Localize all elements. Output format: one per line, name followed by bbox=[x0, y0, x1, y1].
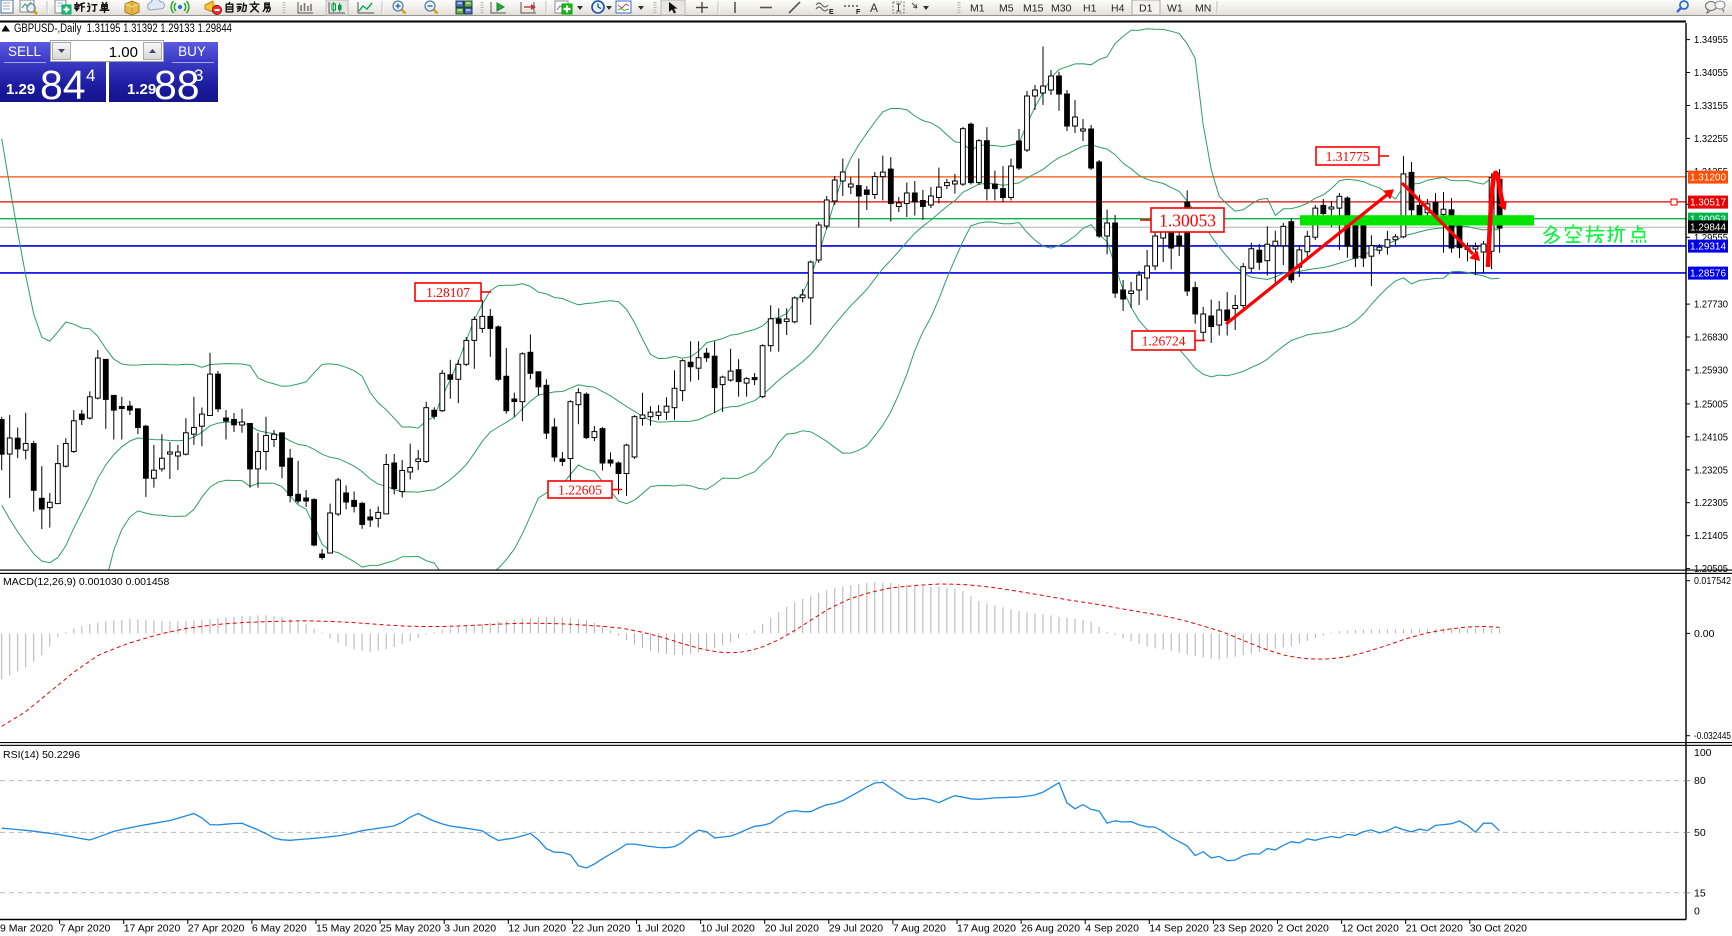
svg-text:M30: M30 bbox=[1051, 3, 1072, 15]
svg-text:MN: MN bbox=[1195, 3, 1211, 15]
svg-text:1.29314: 1.29314 bbox=[1690, 241, 1726, 253]
svg-text:D1: D1 bbox=[1139, 3, 1153, 15]
svg-text:0.017542: 0.017542 bbox=[1694, 575, 1731, 587]
svg-text:1.23205: 1.23205 bbox=[1694, 464, 1728, 476]
svg-text:1.30053: 1.30053 bbox=[1159, 210, 1216, 230]
svg-text:50: 50 bbox=[1694, 827, 1706, 839]
svg-text:GBPUSD-,Daily 1.31195 1.31392: GBPUSD-,Daily 1.31195 1.31392 1.29133 1.… bbox=[14, 23, 232, 35]
svg-text:4 Sep 2020: 4 Sep 2020 bbox=[1085, 923, 1139, 935]
svg-text:0: 0 bbox=[1694, 905, 1700, 917]
svg-text:1.26724: 1.26724 bbox=[1142, 333, 1186, 348]
svg-text:1.26830: 1.26830 bbox=[1694, 332, 1728, 344]
svg-text:M1: M1 bbox=[970, 3, 985, 15]
svg-text:1.29844: 1.29844 bbox=[1690, 222, 1726, 234]
svg-text:E: E bbox=[829, 9, 834, 16]
svg-text:1 Jul 2020: 1 Jul 2020 bbox=[637, 923, 686, 935]
svg-text:7 Aug 2020: 7 Aug 2020 bbox=[893, 923, 946, 935]
svg-text:21 Oct 2020: 21 Oct 2020 bbox=[1406, 923, 1463, 935]
svg-text:23 Sep 2020: 23 Sep 2020 bbox=[1213, 923, 1273, 935]
svg-text:F: F bbox=[856, 9, 861, 16]
svg-text:9 Mar 2020: 9 Mar 2020 bbox=[0, 923, 53, 935]
svg-text:M5: M5 bbox=[999, 3, 1014, 15]
svg-text:1.27730: 1.27730 bbox=[1694, 299, 1728, 311]
svg-text:1.30517: 1.30517 bbox=[1690, 197, 1726, 209]
svg-text:H1: H1 bbox=[1083, 3, 1097, 15]
svg-text:22 Jun 2020: 22 Jun 2020 bbox=[572, 923, 630, 935]
svg-text:M15: M15 bbox=[1023, 3, 1044, 15]
svg-text:26 Aug 2020: 26 Aug 2020 bbox=[1021, 923, 1080, 935]
svg-text:6 May 2020: 6 May 2020 bbox=[252, 923, 307, 935]
svg-text:1.31200: 1.31200 bbox=[1690, 172, 1726, 184]
svg-text:1.33155: 1.33155 bbox=[1694, 100, 1728, 112]
svg-text:1.22605: 1.22605 bbox=[558, 482, 602, 497]
svg-text:30 Oct 2020: 30 Oct 2020 bbox=[1470, 923, 1527, 935]
svg-text:1.28576: 1.28576 bbox=[1690, 268, 1726, 280]
svg-text:20 Jul 2020: 20 Jul 2020 bbox=[765, 923, 819, 935]
svg-text:10 Jul 2020: 10 Jul 2020 bbox=[701, 923, 755, 935]
svg-text:1.28107: 1.28107 bbox=[426, 285, 470, 300]
svg-text:15: 15 bbox=[1694, 887, 1706, 899]
svg-text:80: 80 bbox=[1694, 775, 1706, 787]
svg-text:2 Oct 2020: 2 Oct 2020 bbox=[1278, 923, 1330, 935]
svg-text:1.31775: 1.31775 bbox=[1326, 149, 1370, 164]
svg-text:1.32255: 1.32255 bbox=[1694, 133, 1728, 145]
svg-text:3 Jun 2020: 3 Jun 2020 bbox=[444, 923, 496, 935]
svg-text:1.34955: 1.34955 bbox=[1694, 34, 1728, 46]
svg-text:12 Oct 2020: 12 Oct 2020 bbox=[1342, 923, 1399, 935]
svg-text:A: A bbox=[870, 1, 878, 15]
svg-text:1.24105: 1.24105 bbox=[1694, 431, 1728, 443]
svg-text:1.22305: 1.22305 bbox=[1694, 497, 1728, 509]
svg-text:7 Apr 2020: 7 Apr 2020 bbox=[60, 923, 111, 935]
svg-text:17 Apr 2020: 17 Apr 2020 bbox=[124, 923, 181, 935]
svg-text:0.00: 0.00 bbox=[1694, 628, 1715, 640]
svg-text:MACD(12,26,9) 0.001030 0.00145: MACD(12,26,9) 0.001030 0.001458 bbox=[3, 576, 170, 588]
svg-text:RSI(14) 50.2296: RSI(14) 50.2296 bbox=[3, 749, 80, 761]
svg-text:1.20505: 1.20505 bbox=[1694, 563, 1728, 575]
svg-text:12 Jun 2020: 12 Jun 2020 bbox=[508, 923, 566, 935]
svg-text:H4: H4 bbox=[1111, 3, 1125, 15]
svg-text:W1: W1 bbox=[1167, 3, 1183, 15]
svg-text:15 May 2020: 15 May 2020 bbox=[316, 923, 377, 935]
svg-text:25 May 2020: 25 May 2020 bbox=[380, 923, 441, 935]
svg-text:1.21405: 1.21405 bbox=[1694, 530, 1728, 542]
svg-text:29 Jul 2020: 29 Jul 2020 bbox=[829, 923, 883, 935]
svg-text:27 Apr 2020: 27 Apr 2020 bbox=[188, 923, 245, 935]
svg-text:1.25930: 1.25930 bbox=[1694, 365, 1728, 377]
svg-text:1.25005: 1.25005 bbox=[1694, 398, 1728, 410]
svg-text:17 Aug 2020: 17 Aug 2020 bbox=[957, 923, 1016, 935]
svg-text:14 Sep 2020: 14 Sep 2020 bbox=[1149, 923, 1209, 935]
svg-text:-0.032445: -0.032445 bbox=[1694, 730, 1731, 742]
svg-text:1.34055: 1.34055 bbox=[1694, 67, 1728, 79]
svg-text:100: 100 bbox=[1694, 747, 1712, 759]
